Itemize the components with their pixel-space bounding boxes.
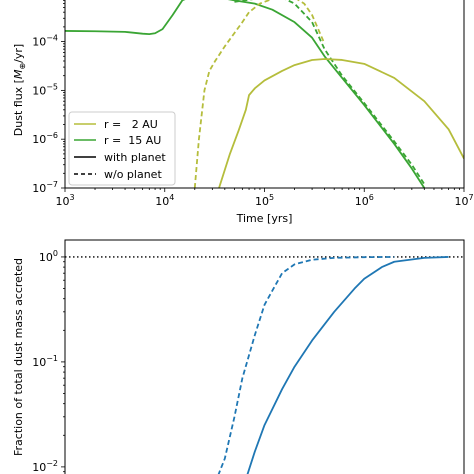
legend-label-15au: r = 15 AU bbox=[104, 134, 161, 147]
bottom-y-tick-label: 100 bbox=[39, 249, 58, 264]
top-panel: 103 104 105 106 107 10−4 10−5 10−6 10−7 Time [y… bbox=[12, 0, 474, 225]
legend-label-without-planet: w/o planet bbox=[104, 168, 162, 181]
bottom-y-ticks: 100 10−1 10−2 bbox=[32, 249, 65, 474]
top-y-tick-label: 10−5 bbox=[32, 82, 58, 97]
top-x-tick-label: 103 bbox=[55, 193, 74, 208]
top-x-axis-label: Time [yrs] bbox=[236, 212, 293, 225]
top-y-tick-label: 10−7 bbox=[32, 180, 58, 195]
top-series-line-1 bbox=[234, 0, 426, 185]
legend-label-with-planet: with planet bbox=[104, 151, 166, 164]
top-series-group bbox=[65, 0, 464, 188]
legend: r = 2 AU r = 15 AU with planet w/o plane… bbox=[68, 111, 176, 186]
legend-box bbox=[68, 111, 176, 186]
top-series-line-2 bbox=[218, 58, 464, 188]
top-x-tick-label: 106 bbox=[355, 193, 374, 208]
top-x-tick-label: 104 bbox=[155, 193, 174, 208]
top-x-tick-label: 107 bbox=[454, 193, 473, 208]
top-x-ticks: 103 104 105 106 107 bbox=[55, 188, 474, 208]
bottom-y-tick-label: 10−2 bbox=[32, 459, 58, 474]
top-x-tick-label: 105 bbox=[255, 193, 274, 208]
top-series-line-0 bbox=[65, 0, 426, 188]
legend-label-2au: r = 2 AU bbox=[104, 118, 158, 131]
bottom-axes-frame bbox=[64, 239, 465, 474]
bottom-series-group bbox=[217, 256, 449, 474]
top-y-axis-label: Dust flux [M⊕/yr] bbox=[12, 44, 27, 136]
top-y-tick-label: 10−4 bbox=[32, 34, 58, 49]
bottom-y-tick-label: 10−1 bbox=[32, 354, 58, 369]
top-y-ticks: 10−4 10−5 10−6 10−7 bbox=[32, 0, 65, 195]
bottom-y-axis-label: Fraction of total dust mass accreted bbox=[12, 258, 25, 456]
bottom-series-line-0 bbox=[217, 256, 395, 474]
top-y-tick-label: 10−6 bbox=[32, 131, 58, 146]
bottom-panel: 100 10−1 10−2 Fraction of total dust mass … bbox=[12, 239, 465, 474]
top-series-line-3 bbox=[193, 0, 326, 188]
bottom-series-line-1 bbox=[246, 256, 449, 474]
